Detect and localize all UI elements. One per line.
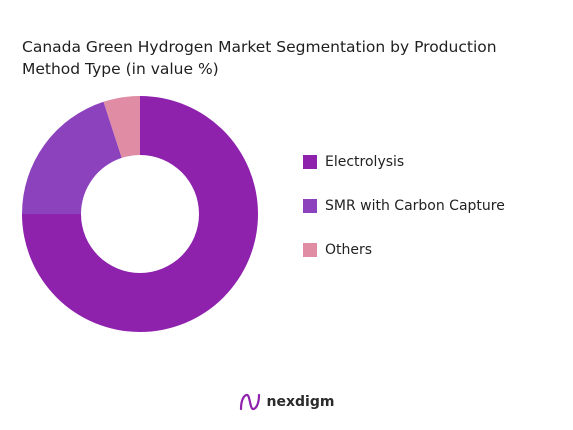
legend-swatch-smr-with-carbon-capture <box>303 199 317 213</box>
legend-item-others: Others <box>303 228 505 272</box>
legend-label-others: Others <box>325 242 373 258</box>
legend-swatch-electrolysis <box>303 155 317 169</box>
legend-label-electrolysis: Electrolysis <box>325 154 405 170</box>
slice-electrolysis <box>22 96 258 332</box>
legend-item-smr-with-carbon-capture: SMR with Carbon Capture <box>303 184 505 228</box>
slice-others <box>103 96 140 158</box>
chart-title: Canada Green Hydrogen Market Segmentatio… <box>22 38 497 78</box>
nexdigm-logo-icon <box>239 393 260 411</box>
legend-item-electrolysis: Electrolysis <box>303 140 505 184</box>
legend-swatch-others <box>303 243 317 257</box>
footer-brand: nexdigm <box>0 392 573 412</box>
brand-text: nexdigm <box>266 394 335 410</box>
slice-smr-with-carbon-capture <box>22 101 122 214</box>
legend-label-smr-with-carbon-capture: SMR with Carbon Capture <box>325 198 505 214</box>
legend: Electrolysis SMR with Carbon Capture Oth… <box>303 140 505 272</box>
